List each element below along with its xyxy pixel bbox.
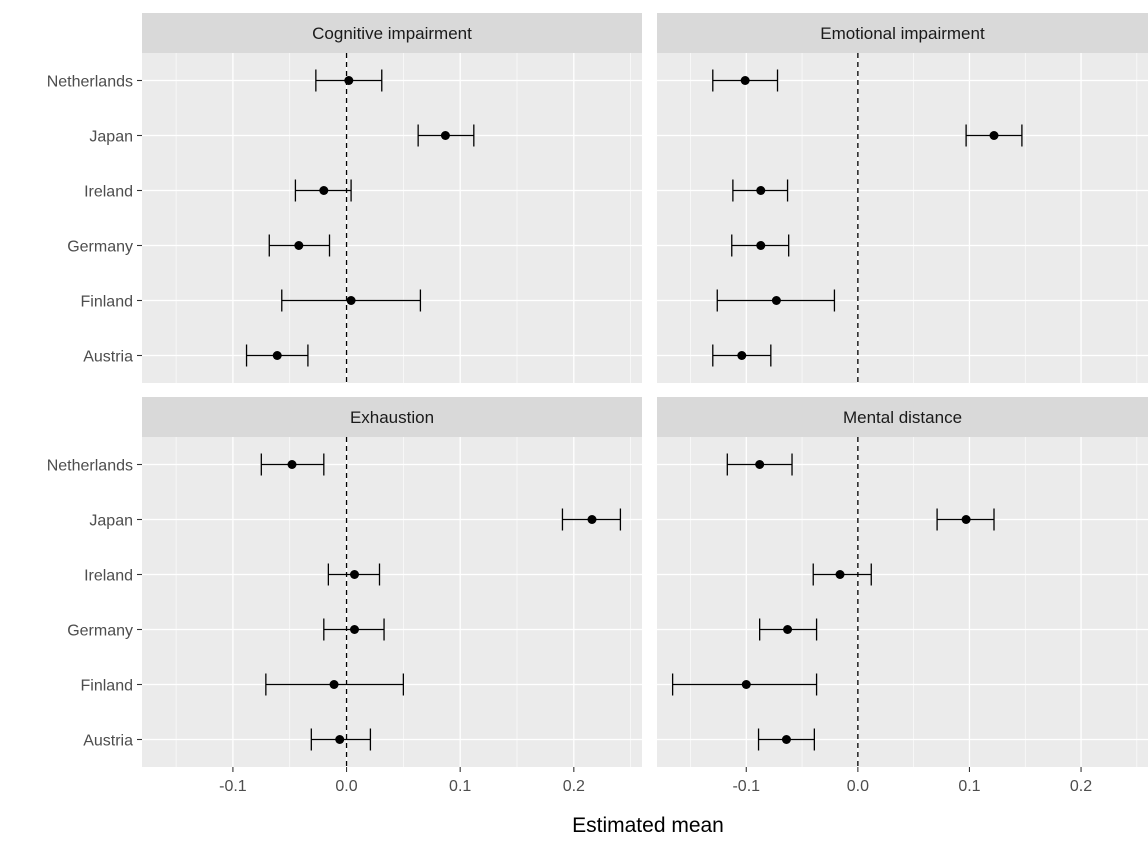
x-tick-label: 0.0 bbox=[847, 778, 869, 795]
errorbar-austria bbox=[757, 728, 815, 751]
y-tick-label-finland: Finland bbox=[81, 678, 133, 695]
facet-strip bbox=[142, 397, 642, 437]
point-ireland bbox=[319, 186, 329, 195]
panel-cognitive-impairment: Cognitive impairment Netherlands Japan Irel… bbox=[47, 13, 642, 383]
point-ireland bbox=[350, 570, 359, 579]
y-tick-label-germany: Germany bbox=[67, 239, 133, 256]
point-germany bbox=[783, 625, 793, 634]
errorbar-netherlands bbox=[726, 453, 793, 476]
y-tick-label-ireland: Ireland bbox=[84, 184, 133, 201]
point-austria bbox=[737, 351, 747, 360]
errorbar-japan bbox=[965, 124, 1023, 147]
point-netherlands bbox=[344, 76, 354, 85]
facet-title: Exhaustion bbox=[350, 408, 434, 427]
point-finland bbox=[771, 296, 781, 305]
y-tick-label-austria: Austria bbox=[83, 349, 133, 366]
errorbar-germany bbox=[759, 618, 818, 641]
x-tick-label: -0.1 bbox=[219, 778, 247, 795]
x-tick-label: 0.1 bbox=[958, 778, 980, 795]
facet-title: Mental distance bbox=[843, 408, 962, 427]
errorbar-netherlands bbox=[260, 453, 325, 476]
point-japan bbox=[989, 131, 999, 140]
errorbar-austria bbox=[712, 344, 772, 367]
x-tick-label: 0.1 bbox=[449, 778, 471, 795]
y-tick-label-finland: Finland bbox=[81, 294, 133, 311]
point-finland bbox=[741, 680, 751, 689]
point-austria bbox=[781, 735, 791, 744]
x-tick-label: 0.0 bbox=[335, 778, 357, 795]
x-tick-label: 0.2 bbox=[1070, 778, 1092, 795]
x-axis-title: Estimated mean bbox=[572, 814, 724, 837]
point-netherlands bbox=[740, 76, 750, 85]
y-tick-label-netherlands: Netherlands bbox=[47, 74, 133, 91]
panel-emotional-impairment: Emotional impairment bbox=[657, 13, 1148, 383]
point-germany bbox=[350, 625, 359, 634]
errorbar-ireland bbox=[294, 179, 352, 202]
errorbar-germany bbox=[731, 234, 790, 257]
facet-strip bbox=[657, 13, 1148, 53]
x-tick-label: 0.2 bbox=[563, 778, 585, 795]
point-austria bbox=[272, 351, 282, 360]
panel-exhaustion: Exhaustion Netherlands Japan Ireland Germany… bbox=[47, 397, 642, 795]
y-tick-label-germany: Germany bbox=[67, 623, 133, 640]
point-finland bbox=[329, 680, 339, 689]
point-ireland bbox=[835, 570, 845, 579]
errorbar-austria bbox=[245, 344, 309, 367]
point-finland bbox=[346, 296, 356, 305]
errorbar-finland bbox=[671, 673, 818, 696]
point-germany bbox=[294, 241, 304, 250]
y-tick-label-austria: Austria bbox=[83, 733, 133, 750]
panel-background bbox=[142, 437, 642, 767]
errorbar-japan bbox=[936, 508, 995, 531]
errorbar-netherlands bbox=[315, 69, 383, 92]
y-tick-label-netherlands: Netherlands bbox=[47, 458, 133, 475]
errorbar-austria bbox=[310, 728, 372, 751]
facet-strip bbox=[657, 397, 1148, 437]
point-japan bbox=[961, 515, 971, 524]
facet-strip bbox=[142, 13, 642, 53]
errorbar-ireland bbox=[327, 563, 381, 586]
y-tick-label-japan: Japan bbox=[89, 513, 133, 530]
panel-mental-distance: Mental distance -0.1 0.0 0.1 0.2 bbox=[657, 397, 1148, 795]
errorbar-finland bbox=[281, 289, 422, 312]
errorbar-ireland bbox=[732, 179, 789, 202]
point-netherlands bbox=[755, 460, 765, 469]
panel-background bbox=[657, 437, 1148, 767]
point-ireland bbox=[756, 186, 766, 195]
errorbar-finland bbox=[716, 289, 836, 312]
errorbar-germany bbox=[268, 234, 331, 257]
point-netherlands bbox=[287, 460, 297, 469]
point-japan bbox=[587, 515, 597, 524]
point-austria bbox=[335, 735, 345, 744]
x-tick-label: -0.1 bbox=[732, 778, 760, 795]
errorbar-japan bbox=[561, 508, 622, 531]
facet-title: Emotional impairment bbox=[820, 24, 985, 43]
point-germany bbox=[756, 241, 766, 250]
facet-title: Cognitive impairment bbox=[312, 24, 472, 43]
y-tick-label-ireland: Ireland bbox=[84, 568, 133, 585]
errorbar-netherlands bbox=[712, 69, 779, 92]
point-japan bbox=[440, 131, 450, 140]
y-tick-label-japan: Japan bbox=[89, 129, 133, 146]
errorbar-japan bbox=[417, 124, 475, 147]
panel-background bbox=[142, 53, 642, 383]
errorbar-ireland bbox=[812, 563, 872, 586]
panel-background bbox=[657, 53, 1148, 383]
errorbar-germany bbox=[323, 618, 385, 641]
errorbar-finland bbox=[265, 673, 405, 696]
